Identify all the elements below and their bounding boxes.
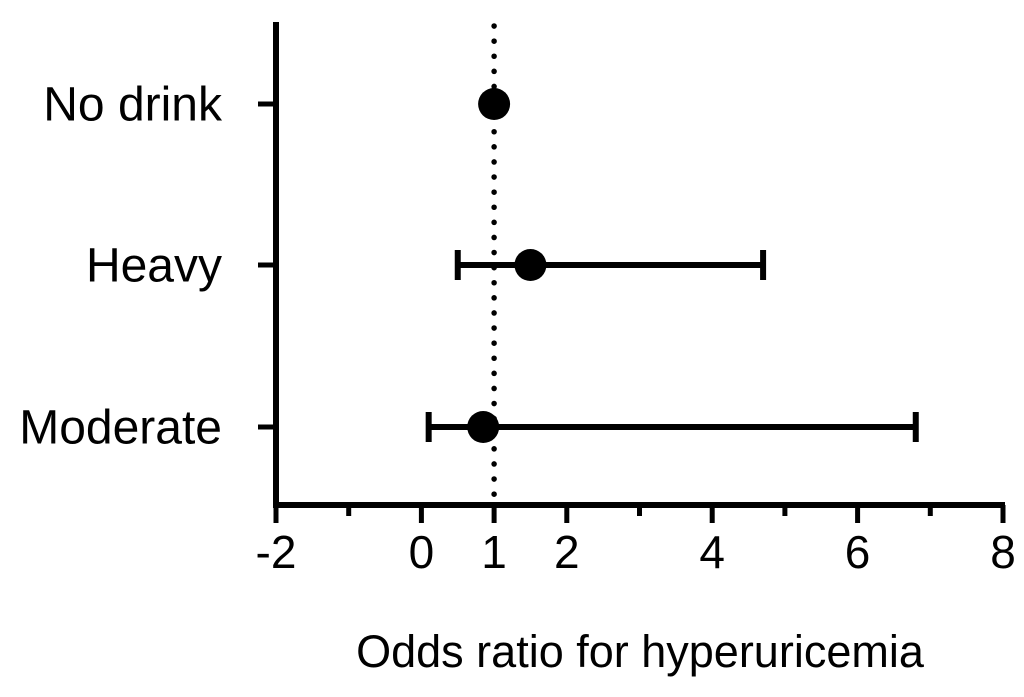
x-tick-label: -2 — [256, 526, 297, 578]
odds-ratio-marker — [467, 411, 500, 443]
category-label: Moderate — [19, 401, 222, 454]
x-tick-label: 0 — [409, 526, 435, 578]
category-label: Heavy — [86, 239, 222, 292]
x-tick-label: 4 — [699, 526, 725, 578]
category-label: No drink — [43, 78, 223, 131]
odds-ratio-marker — [514, 249, 547, 281]
x-tick-label: 8 — [990, 526, 1016, 578]
x-tick-label: 6 — [845, 526, 871, 578]
odds-ratio-marker — [478, 88, 511, 120]
x-tick-label: 2 — [554, 526, 580, 578]
x-axis-title: Odds ratio for hyperuricemia — [356, 626, 925, 677]
x-tick-label: 1 — [481, 526, 507, 578]
